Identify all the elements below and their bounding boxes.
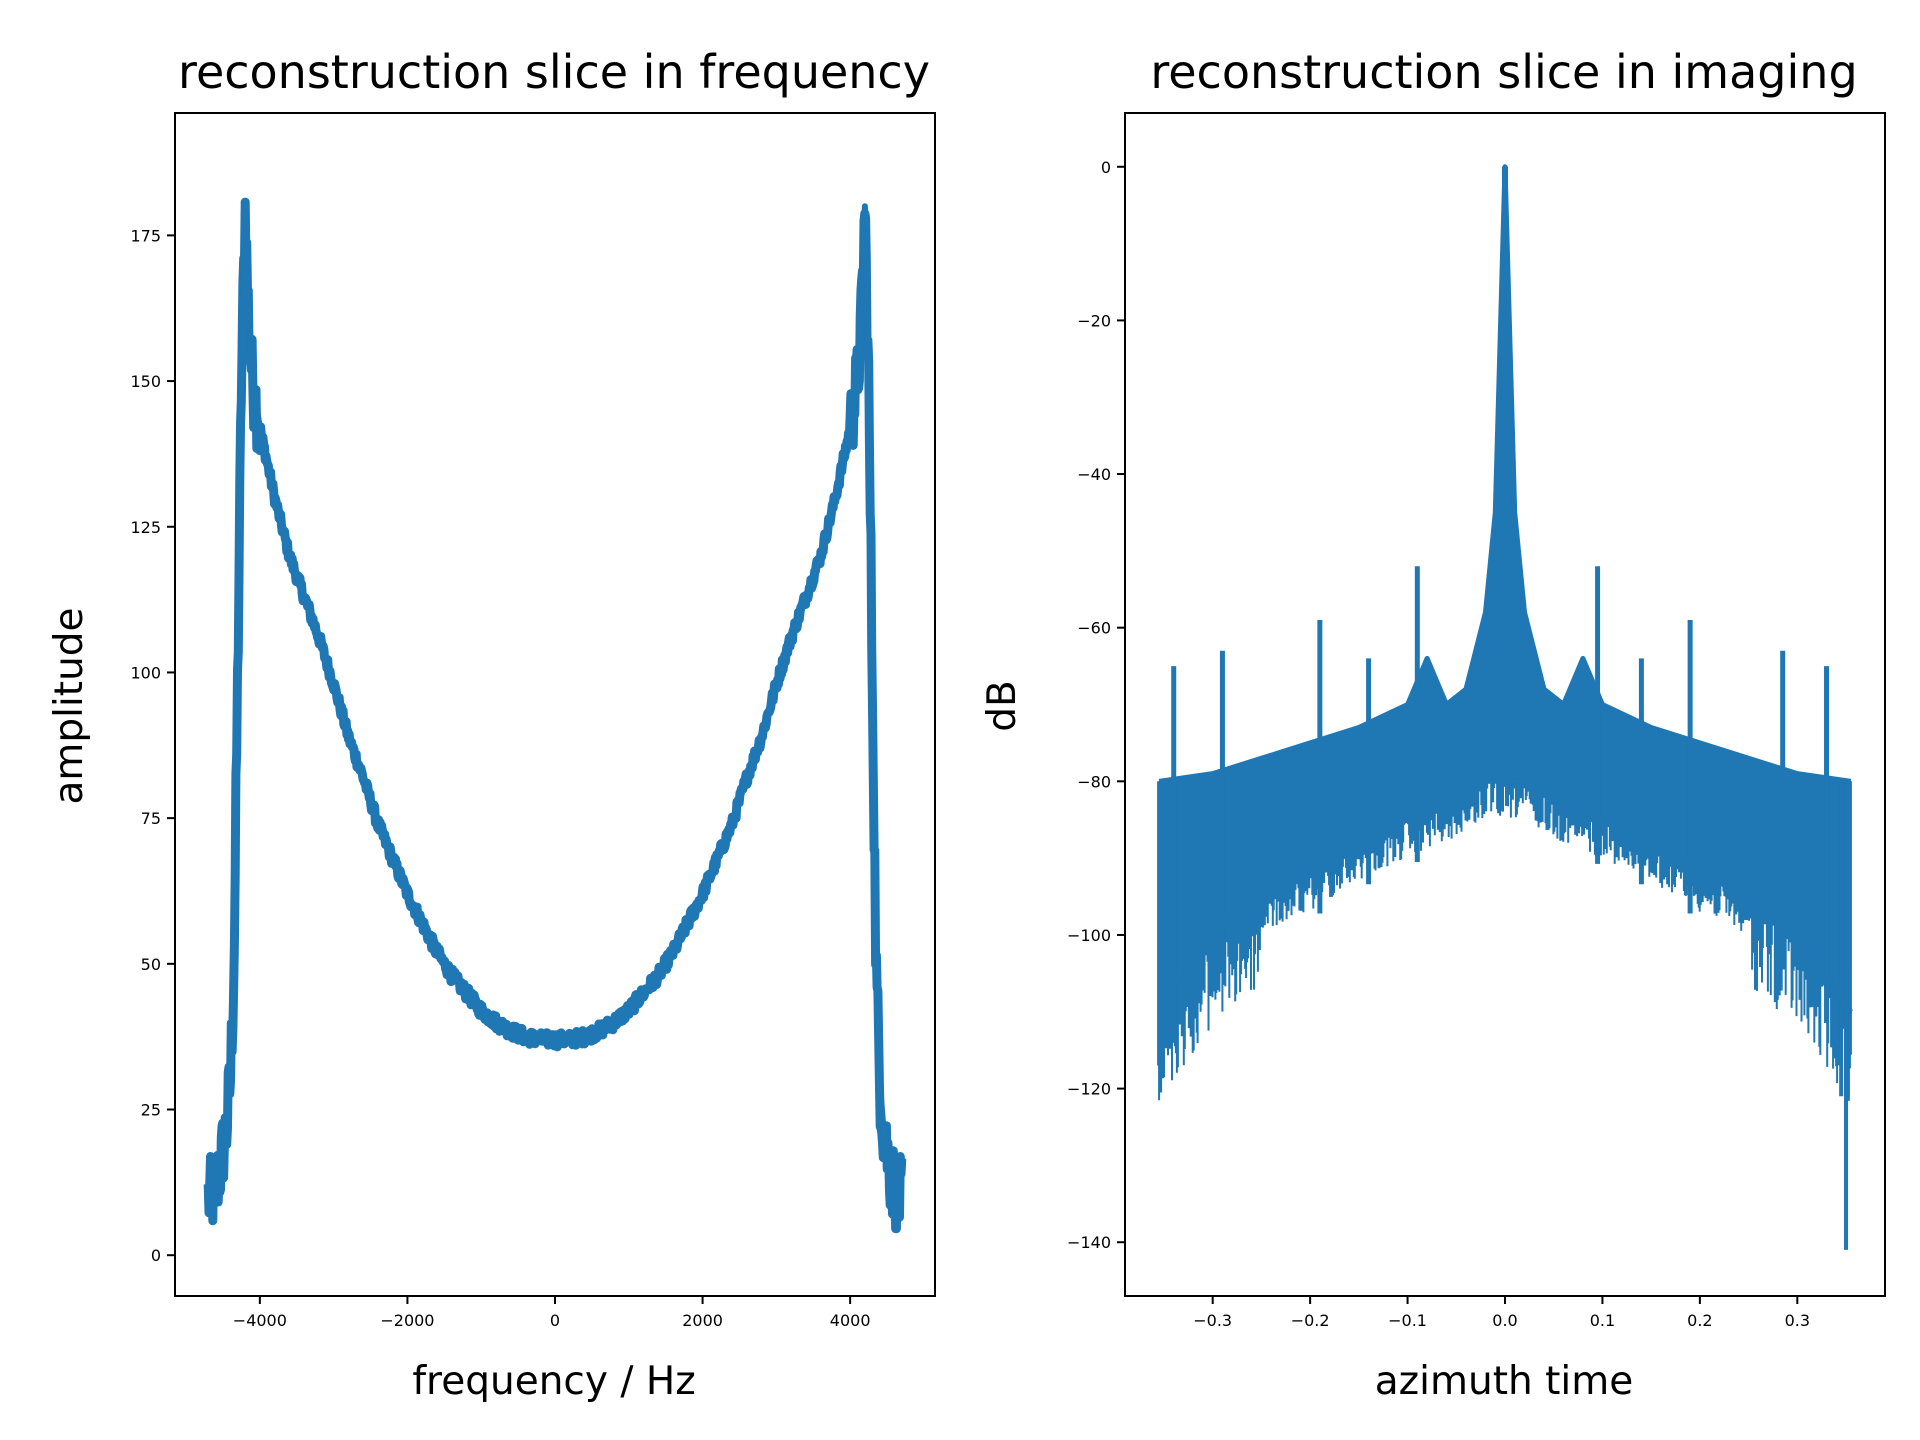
spectrum-line [208, 203, 902, 1200]
frequency-x-tick-label: 2000 [682, 1311, 723, 1330]
frequency-y-tick-label: 25 [141, 1101, 161, 1120]
imaging-y-tick-label: −20 [1077, 311, 1111, 330]
frequency-x-tick-label: −4000 [233, 1311, 287, 1330]
frequency-y-axis-label: amplitude [47, 607, 92, 804]
frequency-chart-title: reconstruction slice in frequency [178, 45, 930, 99]
imaging-y-tick-label: −100 [1067, 926, 1111, 945]
imaging-y-tick-label: −140 [1067, 1233, 1111, 1252]
frequency-panel: reconstruction slice in frequency −4000 −… [47, 45, 936, 1404]
frequency-x-axis-label: frequency / Hz [412, 1359, 695, 1404]
imaging-panel: reconstruction slice in imaging −0.3 −0.2… [980, 45, 1886, 1404]
imaging-y-tick-label: 0 [1101, 158, 1111, 177]
frequency-y-tick-label: 100 [130, 663, 161, 682]
frequency-y-tick-label: 50 [141, 955, 161, 974]
spectrum-noise-band [203, 197, 907, 1234]
imaging-y-tick-label: −80 [1077, 772, 1111, 791]
imaging-y-axis-label: dB [980, 680, 1025, 732]
imaging-x-tick-label: −0.3 [1193, 1311, 1232, 1330]
imaging-y-tick-label: −120 [1067, 1080, 1111, 1099]
imaging-x-axis-label: azimuth time [1375, 1359, 1633, 1404]
frequency-y-tick-label: 0 [151, 1246, 161, 1265]
imaging-x-tick-label: −0.2 [1291, 1311, 1330, 1330]
imaging-y-tick-label: −60 [1077, 619, 1111, 638]
frequency-x-tick-label: 4000 [830, 1311, 871, 1330]
frequency-y-tick-label: 125 [130, 518, 161, 537]
imaging-x-tick-label: 0.3 [1785, 1311, 1810, 1330]
frequency-y-tick-label: 75 [141, 809, 161, 828]
frequency-y-tick-label: 175 [130, 226, 161, 245]
frequency-x-tick-label: 0 [550, 1311, 560, 1330]
frequency-plot-frame [174, 112, 936, 1297]
frequency-x-tick-label: −2000 [380, 1311, 434, 1330]
imaging-chart-title: reconstruction slice in imaging [1150, 45, 1857, 99]
frequency-y-tick-label: 150 [130, 372, 161, 391]
imaging-x-tick-label: −0.1 [1388, 1311, 1427, 1330]
imaging-x-tick-label: 0.2 [1687, 1311, 1712, 1330]
imaging-x-tick-label: 0.0 [1492, 1311, 1517, 1330]
imaging-x-tick-label: 0.1 [1590, 1311, 1615, 1330]
imaging-y-tick-label: −40 [1077, 465, 1111, 484]
